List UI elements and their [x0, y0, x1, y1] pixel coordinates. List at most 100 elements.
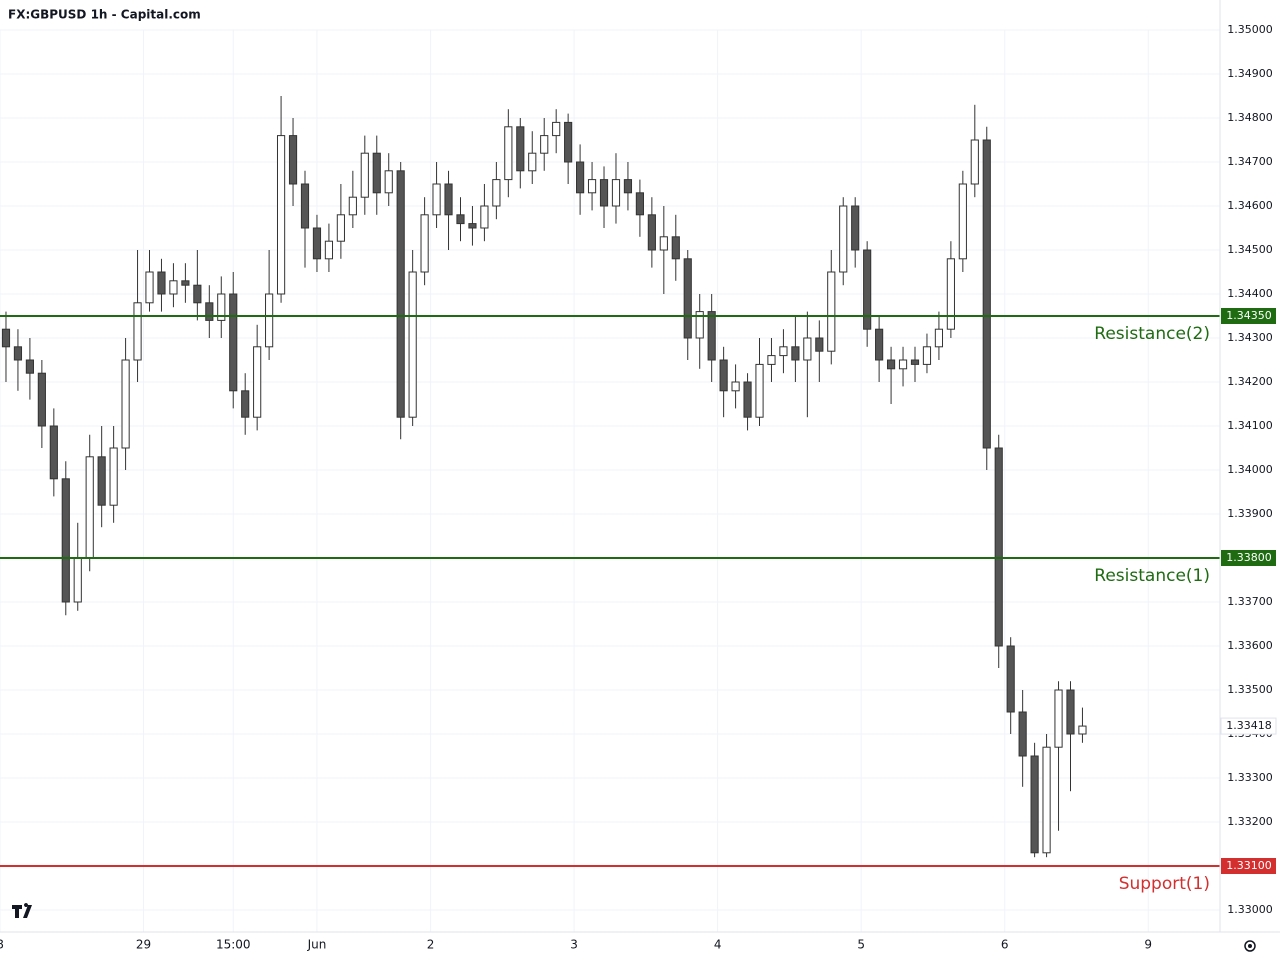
tv-logo — [12, 903, 32, 918]
x-tick-label: 29 — [136, 938, 151, 952]
candle-body — [300, 183, 310, 229]
candle-body — [647, 214, 656, 251]
candle-body — [408, 271, 417, 418]
y-tick-label: 1.34700 — [1227, 155, 1273, 168]
y-tick-label: 1.34600 — [1227, 199, 1273, 212]
candle-body — [396, 170, 405, 418]
candle-body — [695, 311, 704, 339]
candle-body — [623, 179, 633, 194]
level-name: Resistance(2) — [1094, 324, 1210, 344]
candle-body — [97, 456, 106, 506]
candle-body — [324, 240, 334, 260]
candle-body — [504, 126, 513, 181]
candle-body — [1042, 746, 1051, 854]
candle-body — [1, 328, 11, 348]
candle-body — [863, 249, 872, 330]
candle-body — [946, 258, 955, 330]
candle-body — [994, 447, 1003, 647]
candle-body — [922, 346, 932, 365]
candle-body — [743, 381, 752, 418]
candle-body — [516, 126, 525, 172]
candle-body — [49, 425, 58, 480]
candle-body — [109, 447, 118, 506]
candle-body — [755, 363, 764, 418]
y-tick-label: 1.33700 — [1227, 595, 1273, 608]
y-tick-label: 1.34100 — [1227, 419, 1273, 432]
candle-body — [73, 557, 82, 603]
candle-body — [181, 280, 190, 286]
y-tick-label: 1.34500 — [1227, 243, 1273, 256]
candle-body — [193, 284, 202, 304]
x-tick-label: 15:00 — [216, 938, 251, 952]
candle-body — [468, 223, 477, 229]
candle-body — [671, 236, 680, 260]
candle-body — [1066, 689, 1075, 735]
candle-body — [683, 258, 692, 339]
axes: 1.330001.331001.332001.333001.334001.335… — [0, 23, 1277, 952]
candle-body — [253, 346, 262, 418]
candle-body — [229, 293, 238, 392]
candle-body — [576, 161, 585, 194]
candle-body — [803, 337, 812, 361]
y-tick-label: 1.34400 — [1227, 287, 1273, 300]
candle-body — [145, 271, 154, 304]
candle-body — [552, 121, 561, 137]
candle-body — [540, 135, 549, 154]
candle-body — [480, 205, 489, 229]
candle-body — [312, 227, 322, 260]
candle-body — [791, 346, 800, 361]
candle-body — [384, 170, 393, 194]
candle-body — [970, 139, 979, 185]
candle-body — [456, 214, 465, 225]
candle-body — [420, 214, 429, 273]
y-tick-label: 1.33300 — [1227, 771, 1273, 784]
level-price-box — [1221, 858, 1276, 874]
level-name: Support(1) — [1119, 874, 1210, 894]
y-tick-label: 1.34300 — [1227, 331, 1273, 344]
candle-body — [205, 302, 214, 321]
candle-body — [265, 293, 274, 348]
candle-body — [564, 121, 573, 163]
level-price-label: 1.33800 — [1226, 551, 1272, 564]
level-price-box — [1221, 308, 1276, 324]
x-tick-label: 5 — [857, 938, 865, 952]
y-tick-label: 1.33600 — [1227, 639, 1273, 652]
candle-body — [1018, 711, 1027, 757]
candle-body — [731, 381, 740, 392]
x-tick-label: 3 — [570, 938, 578, 952]
candle-body — [587, 179, 597, 194]
last-price-label: 1.33418 — [1226, 719, 1272, 732]
candle-body — [360, 152, 369, 198]
candle-body — [611, 179, 621, 207]
candle-body — [169, 280, 178, 295]
last-price-box — [1220, 717, 1277, 735]
x-tick-label: 9 — [1144, 938, 1152, 952]
plot-area: Resistance(2) Resistance(1) Support(1) — [0, 96, 1220, 894]
candle-body — [779, 346, 788, 357]
level-price-box — [1221, 550, 1276, 566]
candle-body — [37, 372, 46, 427]
x-tick-label: 4 — [714, 938, 722, 952]
candle-body — [1006, 645, 1015, 713]
settings-icon[interactable] — [1244, 940, 1256, 952]
x-tick-label: 8 — [0, 938, 4, 952]
candle-body — [1078, 725, 1087, 735]
candle-body — [528, 152, 537, 172]
candle-body — [898, 359, 908, 370]
grid — [0, 29, 1220, 932]
x-tick-label: 6 — [1001, 938, 1009, 952]
y-tick-label: 1.33200 — [1227, 815, 1273, 828]
candle-body — [659, 236, 668, 251]
candle-body — [958, 183, 967, 260]
candle-body — [121, 359, 130, 449]
y-tick-label: 1.33500 — [1227, 683, 1273, 696]
candle-body — [875, 328, 884, 361]
level-name: Resistance(1) — [1094, 566, 1210, 586]
x-tick-label: 2 — [427, 938, 435, 952]
candle-body — [599, 179, 609, 207]
candle-body — [432, 183, 441, 216]
candle-body — [767, 355, 776, 365]
candle-body — [241, 390, 250, 418]
